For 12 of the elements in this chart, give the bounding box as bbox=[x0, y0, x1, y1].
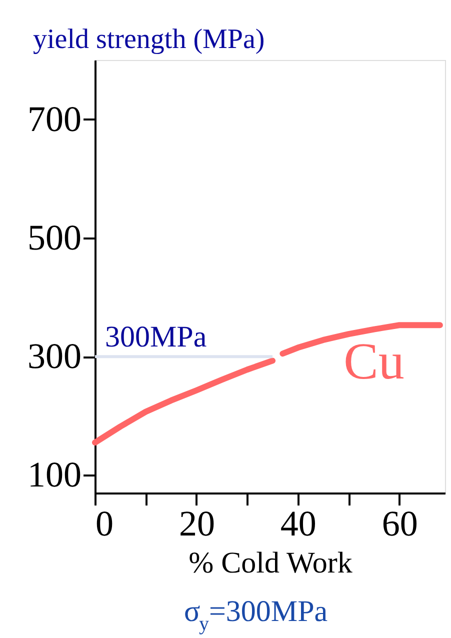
ref-line-label: 300MPa bbox=[105, 320, 207, 354]
x-tick-label: 40 bbox=[280, 504, 316, 544]
series-label: Cu bbox=[344, 333, 404, 390]
y-tick-label: 100 bbox=[28, 454, 82, 495]
x-axis-title: % Cold Work bbox=[188, 546, 352, 580]
y-tick-label: 300 bbox=[28, 336, 82, 376]
x-tick-label: 60 bbox=[382, 504, 418, 544]
chart-title: yield strength (MPa) bbox=[33, 24, 265, 55]
x-tick-label: 0 bbox=[96, 504, 114, 544]
y-tick-label: 700 bbox=[28, 98, 82, 139]
x-tick-label: 20 bbox=[178, 504, 215, 544]
y-tick-label: 500 bbox=[28, 217, 82, 258]
